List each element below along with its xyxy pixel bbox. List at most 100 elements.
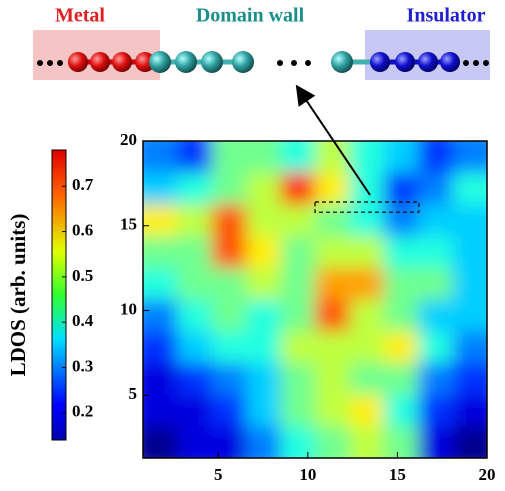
domain-wall-label: Domain wall bbox=[196, 5, 305, 27]
heat-cell bbox=[315, 362, 351, 396]
heat-cell bbox=[418, 362, 454, 396]
heat-cell bbox=[211, 172, 248, 206]
heat-cell bbox=[383, 331, 420, 364]
heat-cell bbox=[211, 362, 248, 396]
heat-cell bbox=[349, 204, 385, 238]
insulator-atoms bbox=[370, 52, 460, 72]
heat-cell bbox=[315, 141, 351, 174]
x-tick-label: 15 bbox=[389, 465, 406, 484]
heat-cell bbox=[418, 394, 454, 428]
y-tick-label: 15 bbox=[120, 215, 137, 234]
colorbar-tick-label: 0.7 bbox=[72, 175, 94, 194]
heat-cell bbox=[246, 394, 282, 428]
heat-cell bbox=[246, 172, 282, 206]
heat-cell bbox=[246, 331, 282, 364]
heat-cell bbox=[418, 299, 454, 333]
colorbar-tick-label: 0.6 bbox=[72, 220, 93, 239]
heat-cell bbox=[315, 299, 351, 333]
heat-cell bbox=[143, 394, 179, 428]
heat-cell bbox=[177, 426, 213, 458]
x-tick-label: 20 bbox=[479, 465, 496, 484]
heat-cell bbox=[349, 236, 385, 269]
heat-cell bbox=[143, 204, 179, 238]
arrow bbox=[295, 84, 371, 196]
heat-cell bbox=[246, 204, 282, 238]
heat-cell bbox=[177, 141, 213, 174]
heat-cell bbox=[211, 204, 248, 238]
heat-cell bbox=[349, 331, 385, 364]
heat-cell bbox=[177, 394, 213, 428]
heat-cell bbox=[177, 362, 213, 396]
heat-cell bbox=[383, 204, 420, 238]
heat-cell bbox=[315, 394, 351, 428]
heat-cell bbox=[211, 236, 248, 269]
heat-cell bbox=[418, 172, 454, 206]
heat-cell bbox=[349, 267, 385, 301]
heat-cell bbox=[280, 362, 316, 396]
heat-cell bbox=[418, 331, 454, 364]
heat-cell bbox=[280, 204, 316, 238]
heat-cell bbox=[177, 172, 213, 206]
heat-cell bbox=[246, 426, 282, 458]
metal-label: Metal bbox=[55, 5, 105, 27]
heat-cell bbox=[211, 426, 248, 458]
colorbar-tick-label: 0.5 bbox=[72, 266, 93, 285]
heat-cell bbox=[418, 204, 454, 238]
heat-cell bbox=[315, 331, 351, 364]
heat-cell bbox=[143, 331, 179, 364]
heat-cell bbox=[418, 267, 454, 301]
heat-cell bbox=[452, 299, 487, 333]
heat-cell bbox=[383, 299, 420, 333]
heat-cell bbox=[246, 267, 282, 301]
heat-cell bbox=[143, 141, 179, 174]
heatmap bbox=[143, 141, 487, 458]
heat-cell bbox=[280, 172, 316, 206]
heat-cell bbox=[315, 236, 351, 269]
heat-cell bbox=[246, 362, 282, 396]
y-tick-label: 5 bbox=[129, 384, 138, 403]
heat-cell bbox=[143, 299, 179, 333]
colorbar-tick-label: 0.2 bbox=[72, 402, 93, 421]
heat-cell bbox=[211, 299, 248, 333]
heat-cell bbox=[452, 267, 487, 301]
heat-cell bbox=[349, 426, 385, 458]
heat-cell bbox=[383, 362, 420, 396]
heat-cell bbox=[383, 426, 420, 458]
heat-cell bbox=[452, 141, 487, 174]
heat-cell bbox=[143, 267, 179, 301]
x-tick-label: 10 bbox=[299, 465, 316, 484]
y-tick-label: 20 bbox=[120, 130, 137, 149]
wall-atoms bbox=[149, 51, 353, 73]
heat-cell bbox=[280, 394, 316, 428]
heat-cell bbox=[383, 141, 420, 174]
plot-frame bbox=[142, 140, 488, 459]
heat-cell bbox=[418, 141, 454, 174]
heat-cell bbox=[177, 204, 213, 238]
heat-cell bbox=[349, 394, 385, 428]
heat-cell bbox=[452, 204, 487, 238]
heat-cell bbox=[143, 362, 179, 396]
heatmap-cells bbox=[143, 141, 487, 458]
colorbar-tick-label: 0.3 bbox=[72, 356, 93, 375]
heat-cell bbox=[246, 236, 282, 269]
heat-cell bbox=[143, 236, 179, 269]
colorbar bbox=[51, 149, 67, 441]
heat-cell bbox=[177, 299, 213, 333]
heat-cell bbox=[383, 236, 420, 269]
chain-schematic bbox=[33, 30, 490, 80]
heat-cell bbox=[452, 331, 487, 364]
heat-cell bbox=[246, 141, 282, 174]
heat-cell bbox=[452, 172, 487, 206]
metal-atoms bbox=[68, 52, 155, 72]
heat-cell bbox=[349, 299, 385, 333]
heat-cell bbox=[315, 426, 351, 458]
heat-cell bbox=[280, 236, 316, 269]
heat-cell bbox=[418, 236, 454, 269]
heat-cell bbox=[315, 172, 351, 206]
heat-cell bbox=[177, 236, 213, 269]
heat-cell bbox=[315, 267, 351, 301]
heat-cell bbox=[177, 267, 213, 301]
heat-cell bbox=[211, 141, 248, 174]
heat-cell bbox=[177, 331, 213, 364]
heat-cell bbox=[280, 426, 316, 458]
